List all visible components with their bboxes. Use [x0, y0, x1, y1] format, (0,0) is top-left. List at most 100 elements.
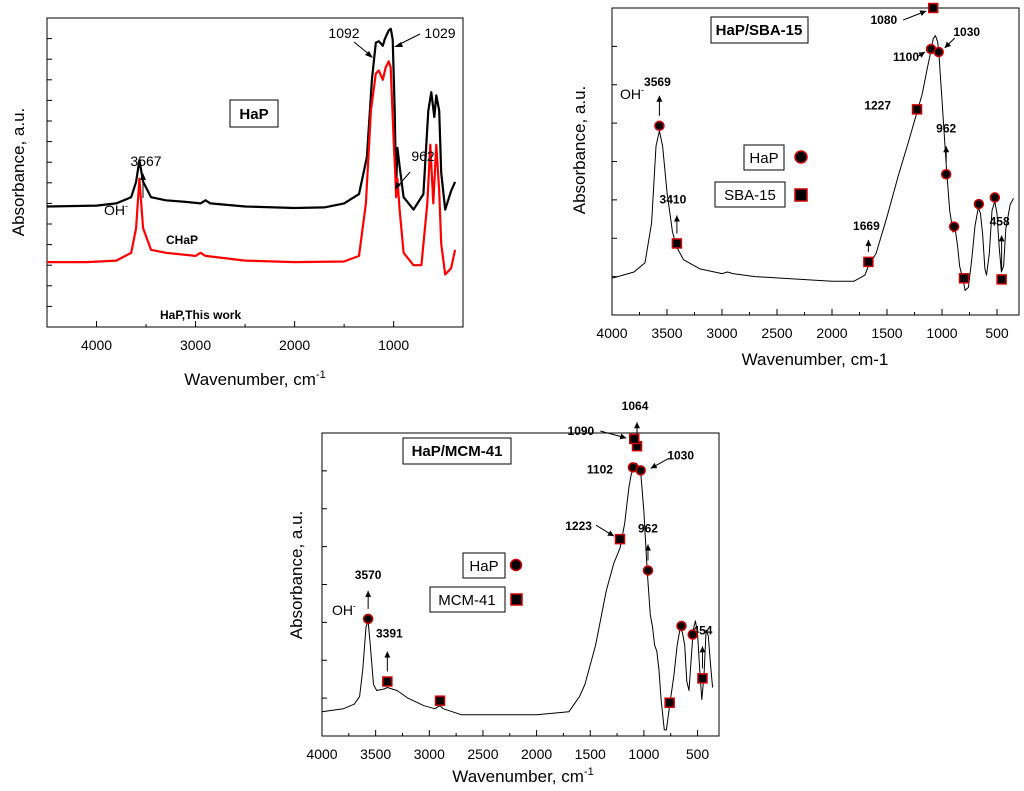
mcm41-peak-arrow-962-head [644, 544, 651, 551]
sba15-peak-marker-1080 [927, 2, 939, 14]
mcm41-peak-label-1064: 1064 [622, 399, 649, 413]
sba15-peak-arrow-3569-head [656, 95, 663, 102]
mcm41-legend-square-marker [510, 593, 523, 606]
sba15-peak-label-3410: 3410 [660, 192, 687, 206]
mcm41-band-marker-0 [664, 697, 675, 708]
mcm41-x-tick-label: 2000 [521, 746, 552, 762]
sba15-peak-label-962: 962 [936, 121, 956, 135]
sba15-legend-sba-label: SBA-15 [724, 187, 776, 204]
sba15-legend-hap-label: HaP [749, 150, 778, 167]
mcm41-x-tick-label: 2500 [467, 746, 498, 762]
hap-arrowhead-962 [395, 182, 401, 190]
hap-peak-1092: 1092 [328, 25, 359, 41]
mcm41-x-tick-label: 3000 [414, 746, 445, 762]
hap-title-box [229, 99, 279, 128]
sba15-legend-circle-marker [794, 150, 808, 164]
hap-peak-3567: 3567 [130, 153, 161, 169]
mcm41-peak-label-1030: 1030 [667, 448, 694, 462]
hap-arrowhead-3567 [140, 173, 146, 180]
sba15-peak-marker-3410 [671, 238, 683, 249]
sba15-peak-marker-962 [940, 169, 952, 180]
sba15-title-box [710, 16, 809, 44]
mcm41-y-ticks [322, 470, 327, 699]
sba15-peak-marker-3569 [654, 120, 665, 132]
mcm41-peak-marker-3570 [362, 613, 374, 625]
mcm41-peak-marker-1030 [635, 465, 646, 476]
mcm41-x-tick-label: 1500 [575, 746, 606, 762]
mcm41-x-axis-label: Wavenumber, cm-1 [452, 766, 593, 786]
mcm41-peak-arrow-454-head [699, 646, 706, 653]
sba15-y-ticks [612, 45, 617, 278]
hap-x-tick-label: 2000 [279, 337, 310, 353]
sba15-peak-label-1227: 1227 [864, 98, 891, 112]
sba15-peak-label-1080: 1080 [870, 13, 897, 27]
mcm41-title: HaP/MCM-41 [412, 443, 503, 460]
mcm41-peak-marker-962 [642, 565, 654, 576]
mcm41-x-ticks: 4000 3500 3000 2500 2000 1500 1000 500 [306, 730, 709, 762]
sba15-x-tick-label: 3500 [651, 325, 682, 341]
mcm41-legend-circle-marker [509, 558, 523, 572]
sba15-legend-hap-box [743, 144, 785, 171]
mcm41-peak-arrow-1090-head [619, 433, 627, 440]
sba15-peak-label-3569: 3569 [644, 75, 671, 89]
sba15-x-tick-label: 3000 [706, 325, 737, 341]
hap-x-tick-label: 3000 [180, 337, 211, 353]
mcm41-peak-label-1223: 1223 [565, 519, 592, 533]
hap-plot-frame [46, 17, 464, 328]
mcm41-peak-marker-3391 [382, 676, 393, 687]
mcm41-peak-marker-1090 [628, 433, 640, 445]
mcm41-legend-hap-label: HaP [469, 558, 498, 575]
mcm41-title-box [402, 437, 512, 465]
hap-series-line-0 [46, 27, 457, 211]
sba15-title: HaP/SBA-15 [716, 22, 803, 39]
hap-arrowhead-1029 [394, 42, 403, 47]
hap-oh-label: OH- [104, 201, 128, 218]
sba15-x-tick-label: 2500 [761, 325, 792, 341]
hap-series-line-1 [47, 60, 457, 276]
sba15-peak-marker-458 [996, 274, 1007, 285]
sba15-peak-marker-1227 [911, 104, 923, 115]
sba15-legend-square-marker [794, 188, 808, 202]
sba15-peak-marker-1030 [933, 46, 944, 58]
hap-title: HaP [239, 106, 268, 123]
mcm41-legend-mcm-box [429, 586, 506, 613]
sba15-peak-arrow-1030-head [944, 41, 952, 48]
hap-peak-962: 962 [411, 148, 435, 164]
mcm41-peak-label-1102: 1102 [587, 462, 613, 476]
sba15-series [611, 35, 1014, 291]
sba15-x-tick-label: 500 [985, 325, 1009, 341]
hap-x-tick-label: 1000 [378, 337, 409, 353]
hap-series [46, 27, 457, 276]
hap-y-ticks [47, 38, 52, 307]
sba15-peak-arrow-1669-head [865, 239, 872, 246]
mcm41-peak-arrow-3391-head [384, 651, 391, 658]
panel-sba15: 4000 3500 3000 2500 2000 1500 1000 500 HaP/SBA-… [570, 2, 1020, 369]
sba15-x-tick-label: 1500 [871, 325, 902, 341]
mcm41-peak-label-962: 962 [638, 521, 658, 535]
sba15-x-tick-label: 2000 [816, 325, 847, 341]
sba15-plot-frame [611, 7, 1020, 316]
mcm41-peak-arrow-3570-head [365, 590, 372, 597]
sba15-series-line-0 [611, 35, 1014, 291]
mcm41-peak-label-3391: 3391 [376, 627, 403, 641]
mcm41-x-tick-label: 4000 [306, 746, 337, 762]
hap-series-label-hap: HaP,This work [160, 308, 241, 322]
mcm41-peak-marker-454 [697, 673, 708, 684]
sba15-peak-arrow-3410-head [673, 215, 680, 222]
sba15-x-tick-label: 4000 [596, 325, 627, 341]
sba15-peak-marker-1669 [863, 256, 874, 268]
mcm41-legend-hap-box [462, 552, 506, 579]
sba15-peak-label-1030: 1030 [953, 25, 980, 39]
mcm41-peak-label-1090: 1090 [568, 424, 595, 438]
hap-x-ticks: 4000 3000 2000 1000 [81, 321, 409, 353]
panel-mcm41: 4000 3500 3000 2500 2000 1500 1000 500 HaP/MCM-… [287, 399, 720, 786]
sba15-peak-arrow-1100-head [918, 51, 925, 58]
mcm41-band-marker-2 [687, 629, 698, 640]
sba15-band-marker-2 [973, 198, 985, 210]
hap-arrow-962 [397, 171, 411, 187]
sba15-y-axis-label: Absorbance, a.u. [570, 86, 589, 215]
sba15-peak-arrow-458-head [998, 235, 1005, 242]
sba15-legend-sba-box [714, 181, 786, 208]
